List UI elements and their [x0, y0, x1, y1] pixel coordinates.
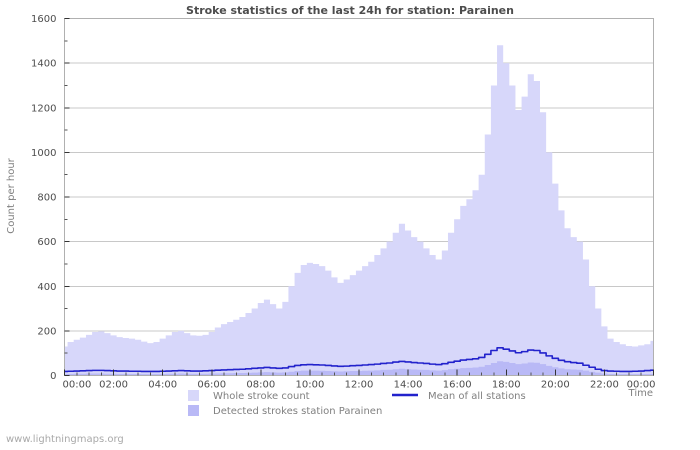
watermark-text: www.lightningmaps.org — [6, 434, 124, 445]
y-tick-label: 800 — [37, 193, 56, 204]
x-tick-label: 18:00 — [492, 380, 521, 391]
y-tick-label: 1000 — [31, 148, 56, 159]
chart-legend: Whole stroke count Detected strokes stati… — [188, 390, 526, 417]
x-tick-label: 06:00 — [197, 380, 226, 391]
chart-title: Stroke statistics of the last 24h for st… — [186, 4, 514, 17]
x-tick-label: 22:00 — [590, 380, 619, 391]
x-tick-label: 08:00 — [246, 380, 275, 391]
series-mean-of-all-stations — [64, 347, 654, 373]
y-tick-label: 400 — [37, 282, 56, 293]
x-axis-ticks — [64, 369, 654, 376]
y-axis-label: Count per hour — [6, 157, 17, 233]
x-tick-label: 00:00 — [627, 380, 656, 391]
legend-label: Detected strokes station Parainen — [213, 406, 382, 417]
y-tick-label: 1200 — [31, 103, 56, 114]
x-axis-tick-labels: 00:00 02:00 04:00 06:00 08:00 10:00 12:00 14:00… — [63, 380, 656, 391]
y-tick-label: 600 — [37, 237, 56, 248]
x-tick-label: 00:00 — [63, 380, 92, 391]
x-tick-label: 12:00 — [345, 380, 374, 391]
y-axis-ticks — [64, 18, 70, 376]
x-axis-label: Time — [628, 388, 653, 399]
line-series-group — [64, 347, 654, 373]
legend-swatch-icon — [188, 390, 199, 401]
y-tick-label: 200 — [37, 326, 56, 337]
series-whole-stroke-count — [64, 45, 654, 376]
legend-label: Mean of all stations — [428, 391, 526, 402]
y-tick-label: 1400 — [31, 59, 56, 70]
legend-label: Whole stroke count — [213, 391, 310, 402]
legend-swatch-icon — [188, 405, 199, 416]
x-tick-label: 20:00 — [541, 380, 570, 391]
x-tick-label: 02:00 — [99, 380, 128, 391]
y-axis-tick-labels: 0 200 400 600 800 1000 1200 1400 1600 — [31, 14, 56, 382]
y-tick-label: 1600 — [31, 14, 56, 25]
legend-item: Whole stroke count — [188, 390, 310, 402]
x-tick-label: 04:00 — [148, 380, 177, 391]
x-tick-label: 16:00 — [443, 380, 472, 391]
x-tick-label: 14:00 — [394, 380, 423, 391]
legend-item: Detected strokes station Parainen — [188, 405, 382, 417]
y-tick-label: 0 — [50, 371, 56, 382]
x-tick-label: 10:00 — [296, 380, 325, 391]
legend-item: Mean of all stations — [392, 391, 526, 402]
